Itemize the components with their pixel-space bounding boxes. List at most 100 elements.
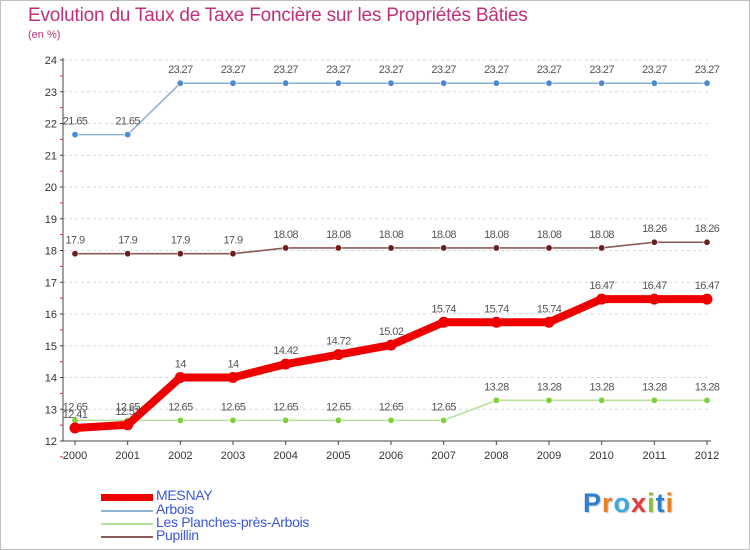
y-tick-label: 21 bbox=[45, 150, 57, 162]
data-point bbox=[71, 250, 79, 258]
data-label: 18.08 bbox=[431, 229, 456, 241]
data-label: 23.27 bbox=[642, 64, 667, 76]
data-point bbox=[229, 79, 237, 87]
data-label: 16.47 bbox=[642, 280, 667, 292]
data-point bbox=[490, 316, 502, 328]
legend-label: Les Planches-près-Arbois bbox=[156, 514, 310, 530]
x-tick-label: 2008 bbox=[484, 450, 508, 462]
data-label: 12.65 bbox=[326, 401, 351, 413]
data-label: 12.65 bbox=[63, 401, 88, 413]
data-label: 18.08 bbox=[589, 229, 614, 241]
data-label: 12.65 bbox=[115, 401, 140, 413]
x-tick-label: 2011 bbox=[643, 450, 667, 462]
x-tick-label: 2001 bbox=[115, 450, 139, 462]
data-label: 15.74 bbox=[431, 303, 456, 315]
legend-swatch bbox=[101, 494, 153, 501]
data-label: 23.27 bbox=[379, 64, 404, 76]
y-tick-label: 12 bbox=[45, 436, 57, 448]
data-label: 17.9 bbox=[118, 235, 137, 247]
data-label: 14 bbox=[175, 359, 187, 371]
logo-letter: x bbox=[631, 488, 648, 518]
data-label: 23.27 bbox=[273, 64, 298, 76]
data-label: 13.28 bbox=[589, 381, 614, 393]
legend-swatch bbox=[101, 536, 153, 538]
data-point bbox=[387, 244, 395, 252]
data-label: 18.08 bbox=[379, 229, 404, 241]
data-point bbox=[703, 238, 711, 246]
chart-title: Evolution du Taux de Taxe Foncière sur l… bbox=[28, 5, 528, 26]
y-tick-label: 24 bbox=[45, 55, 57, 67]
y-tick-label: 17 bbox=[45, 277, 57, 289]
y-tick-label: 13 bbox=[45, 404, 57, 416]
logo-letter: i bbox=[665, 488, 675, 518]
data-point bbox=[440, 416, 448, 424]
data-label: 18.08 bbox=[273, 229, 298, 241]
data-label: 18.08 bbox=[537, 229, 562, 241]
y-axis-unit: (en %) bbox=[28, 29, 61, 41]
data-label: 21.65 bbox=[63, 116, 88, 128]
y-tick-label: 14 bbox=[45, 373, 57, 385]
x-tick-label: 2002 bbox=[168, 450, 192, 462]
data-label: 23.27 bbox=[431, 64, 456, 76]
data-label: 14 bbox=[227, 359, 239, 371]
data-point bbox=[492, 396, 500, 404]
data-point bbox=[438, 316, 450, 328]
data-label: 17.9 bbox=[223, 235, 242, 247]
data-point bbox=[545, 396, 553, 404]
data-label: 23.27 bbox=[326, 64, 351, 76]
data-label: 23.27 bbox=[221, 64, 246, 76]
data-point bbox=[124, 131, 132, 139]
data-point bbox=[598, 396, 606, 404]
data-point bbox=[227, 372, 239, 383]
data-label: 13.28 bbox=[642, 381, 667, 393]
data-point bbox=[492, 244, 500, 252]
data-label: 12.65 bbox=[273, 401, 298, 413]
y-tick-label: 16 bbox=[45, 309, 57, 321]
data-point bbox=[598, 244, 606, 252]
data-point bbox=[334, 244, 342, 252]
series-line-arbois bbox=[74, 82, 708, 136]
logo-letter: P bbox=[583, 488, 603, 518]
data-point bbox=[543, 316, 555, 328]
data-point bbox=[334, 416, 342, 424]
data-label: 15.02 bbox=[379, 326, 404, 338]
data-point bbox=[176, 79, 184, 87]
data-point bbox=[650, 396, 658, 404]
data-label: 12.65 bbox=[431, 401, 456, 413]
data-label: 21.65 bbox=[115, 116, 140, 128]
data-label: 15.74 bbox=[537, 303, 562, 315]
data-point bbox=[282, 244, 290, 252]
x-tick-label: 2003 bbox=[221, 450, 245, 462]
data-label: 14.72 bbox=[326, 336, 351, 348]
data-label: 12.65 bbox=[379, 401, 404, 413]
data-label: 23.27 bbox=[589, 64, 614, 76]
data-label: 13.28 bbox=[484, 381, 509, 393]
legend-label: Arbois bbox=[156, 501, 194, 517]
x-tick-label: 2012 bbox=[695, 450, 719, 462]
logo-letter: o bbox=[613, 488, 632, 518]
data-label: 18.08 bbox=[484, 229, 509, 241]
data-label: 23.27 bbox=[695, 64, 720, 76]
data-label: 18.26 bbox=[695, 223, 720, 235]
logo-letter: i bbox=[647, 488, 656, 518]
data-point bbox=[387, 416, 395, 424]
data-point bbox=[122, 419, 134, 431]
data-label: 23.27 bbox=[484, 64, 509, 76]
y-tick-label: 18 bbox=[45, 246, 57, 258]
data-label: 15.74 bbox=[484, 303, 509, 315]
x-tick-label: 2006 bbox=[379, 450, 403, 462]
legend-label: Pupillin bbox=[156, 527, 199, 543]
data-point bbox=[229, 250, 237, 258]
data-label: 12.41 bbox=[63, 409, 88, 421]
x-tick-label: 2007 bbox=[431, 450, 455, 462]
data-point bbox=[596, 293, 608, 305]
data-point bbox=[332, 349, 344, 361]
data-label: 23.27 bbox=[168, 64, 193, 76]
data-label: 17.9 bbox=[65, 235, 84, 247]
data-point bbox=[703, 396, 711, 404]
legend-swatch bbox=[101, 523, 153, 525]
data-point bbox=[703, 79, 711, 87]
data-point bbox=[71, 131, 79, 139]
